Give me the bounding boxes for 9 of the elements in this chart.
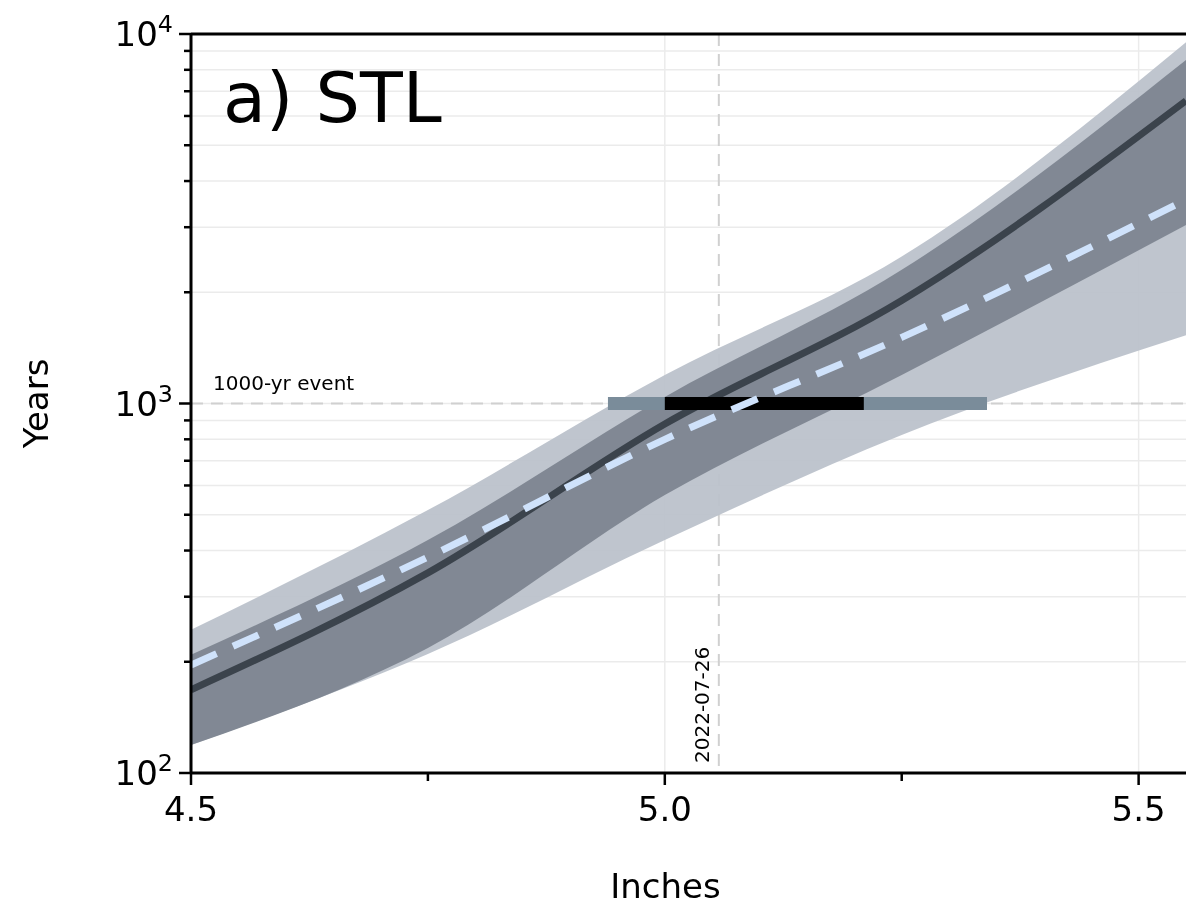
x-tick-label: 5.5 (1111, 789, 1166, 829)
chart-title: a) STL (223, 57, 442, 139)
ref-line-label: 1000-yr event (213, 370, 355, 395)
y-tick-label: 10$^{3}$ (114, 379, 173, 424)
x-tick-label: 5.0 (637, 789, 692, 829)
annotation: 2022-07-26 (689, 646, 714, 763)
y-tick-label: 10$^{4}$ (114, 10, 173, 54)
y-axis-title: Years (16, 358, 56, 450)
x-axis-title: Inches (610, 866, 721, 906)
